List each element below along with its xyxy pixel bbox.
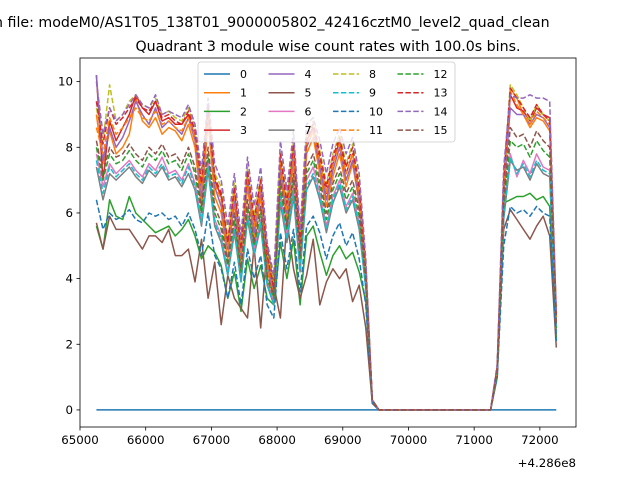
legend-label-9: 9 xyxy=(369,87,376,100)
axes-frame xyxy=(79,57,577,428)
legend-label-8: 8 xyxy=(369,68,376,81)
x-tick-label: 70000 xyxy=(390,433,428,447)
series-line-13 xyxy=(95,87,558,411)
series-line-14 xyxy=(95,81,558,411)
y-axis: 0 2 4 6 8 10 xyxy=(58,75,80,417)
legend-label-2: 2 xyxy=(240,105,247,118)
legend-label-12: 12 xyxy=(434,68,448,81)
legend-label-13: 13 xyxy=(434,87,448,100)
legend-label-5: 5 xyxy=(305,87,312,100)
figure-suptitle: n file: modeM0/AS1T05_138T01_9000005802_… xyxy=(0,15,550,31)
legend-label-6: 6 xyxy=(305,105,312,118)
series-line-15 xyxy=(95,126,558,411)
y-tick-label: 4 xyxy=(65,272,73,286)
x-tick-label: 67000 xyxy=(193,433,231,447)
legend-label-3: 3 xyxy=(240,124,247,137)
legend-label-0: 0 xyxy=(240,68,247,81)
x-tick-label: 72000 xyxy=(521,433,559,447)
x-tick-label: 69000 xyxy=(324,433,362,447)
x-tick-label: 66000 xyxy=(127,433,165,447)
legend-label-7: 7 xyxy=(305,124,312,137)
y-tick-label: 8 xyxy=(65,140,73,154)
x-tick-label: 65000 xyxy=(61,433,99,447)
legend-label-4: 4 xyxy=(305,68,312,81)
series-layer xyxy=(95,75,558,411)
legend-label-10: 10 xyxy=(369,105,383,118)
y-tick-label: 2 xyxy=(65,337,73,351)
legend-label-1: 1 xyxy=(240,87,247,100)
legend-label-11: 11 xyxy=(369,124,383,137)
y-tick-label: 10 xyxy=(58,75,73,89)
x-offset-label: +4.286e8 xyxy=(518,456,576,470)
y-tick-label: 0 xyxy=(65,403,73,417)
legend-label-14: 14 xyxy=(434,105,448,118)
chart-title: Quadrant 3 module wise count rates with … xyxy=(135,39,520,55)
legend-label-15: 15 xyxy=(434,124,448,137)
legend-box xyxy=(197,61,456,143)
y-tick-label: 6 xyxy=(65,206,73,220)
x-tick-label: 68000 xyxy=(258,433,296,447)
x-axis: 65000 66000 67000 68000 69000 70000 71000 72000 xyxy=(61,427,559,447)
x-tick-label: 71000 xyxy=(455,433,493,447)
